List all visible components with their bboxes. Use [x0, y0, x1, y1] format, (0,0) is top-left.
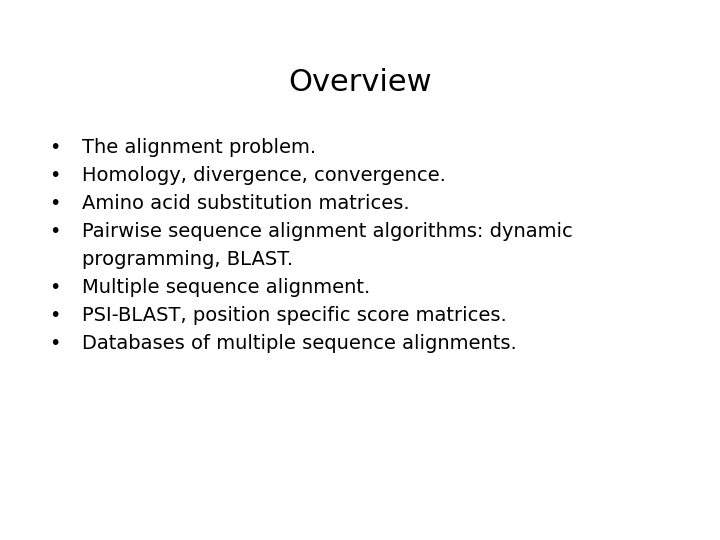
- Text: •: •: [49, 334, 60, 353]
- Text: The alignment problem.: The alignment problem.: [82, 138, 316, 157]
- Text: •: •: [49, 222, 60, 241]
- Text: PSI-BLAST, position specific score matrices.: PSI-BLAST, position specific score matri…: [82, 306, 507, 325]
- Text: programming, BLAST.: programming, BLAST.: [82, 250, 293, 269]
- Text: •: •: [49, 138, 60, 157]
- Text: Overview: Overview: [288, 68, 432, 97]
- Text: Multiple sequence alignment.: Multiple sequence alignment.: [82, 278, 370, 297]
- Text: Pairwise sequence alignment algorithms: dynamic: Pairwise sequence alignment algorithms: …: [82, 222, 572, 241]
- Text: •: •: [49, 306, 60, 325]
- Text: Homology, divergence, convergence.: Homology, divergence, convergence.: [82, 166, 446, 185]
- Text: •: •: [49, 278, 60, 297]
- Text: Databases of multiple sequence alignments.: Databases of multiple sequence alignment…: [82, 334, 517, 353]
- Text: •: •: [49, 166, 60, 185]
- Text: Amino acid substitution matrices.: Amino acid substitution matrices.: [82, 194, 410, 213]
- Text: •: •: [49, 194, 60, 213]
